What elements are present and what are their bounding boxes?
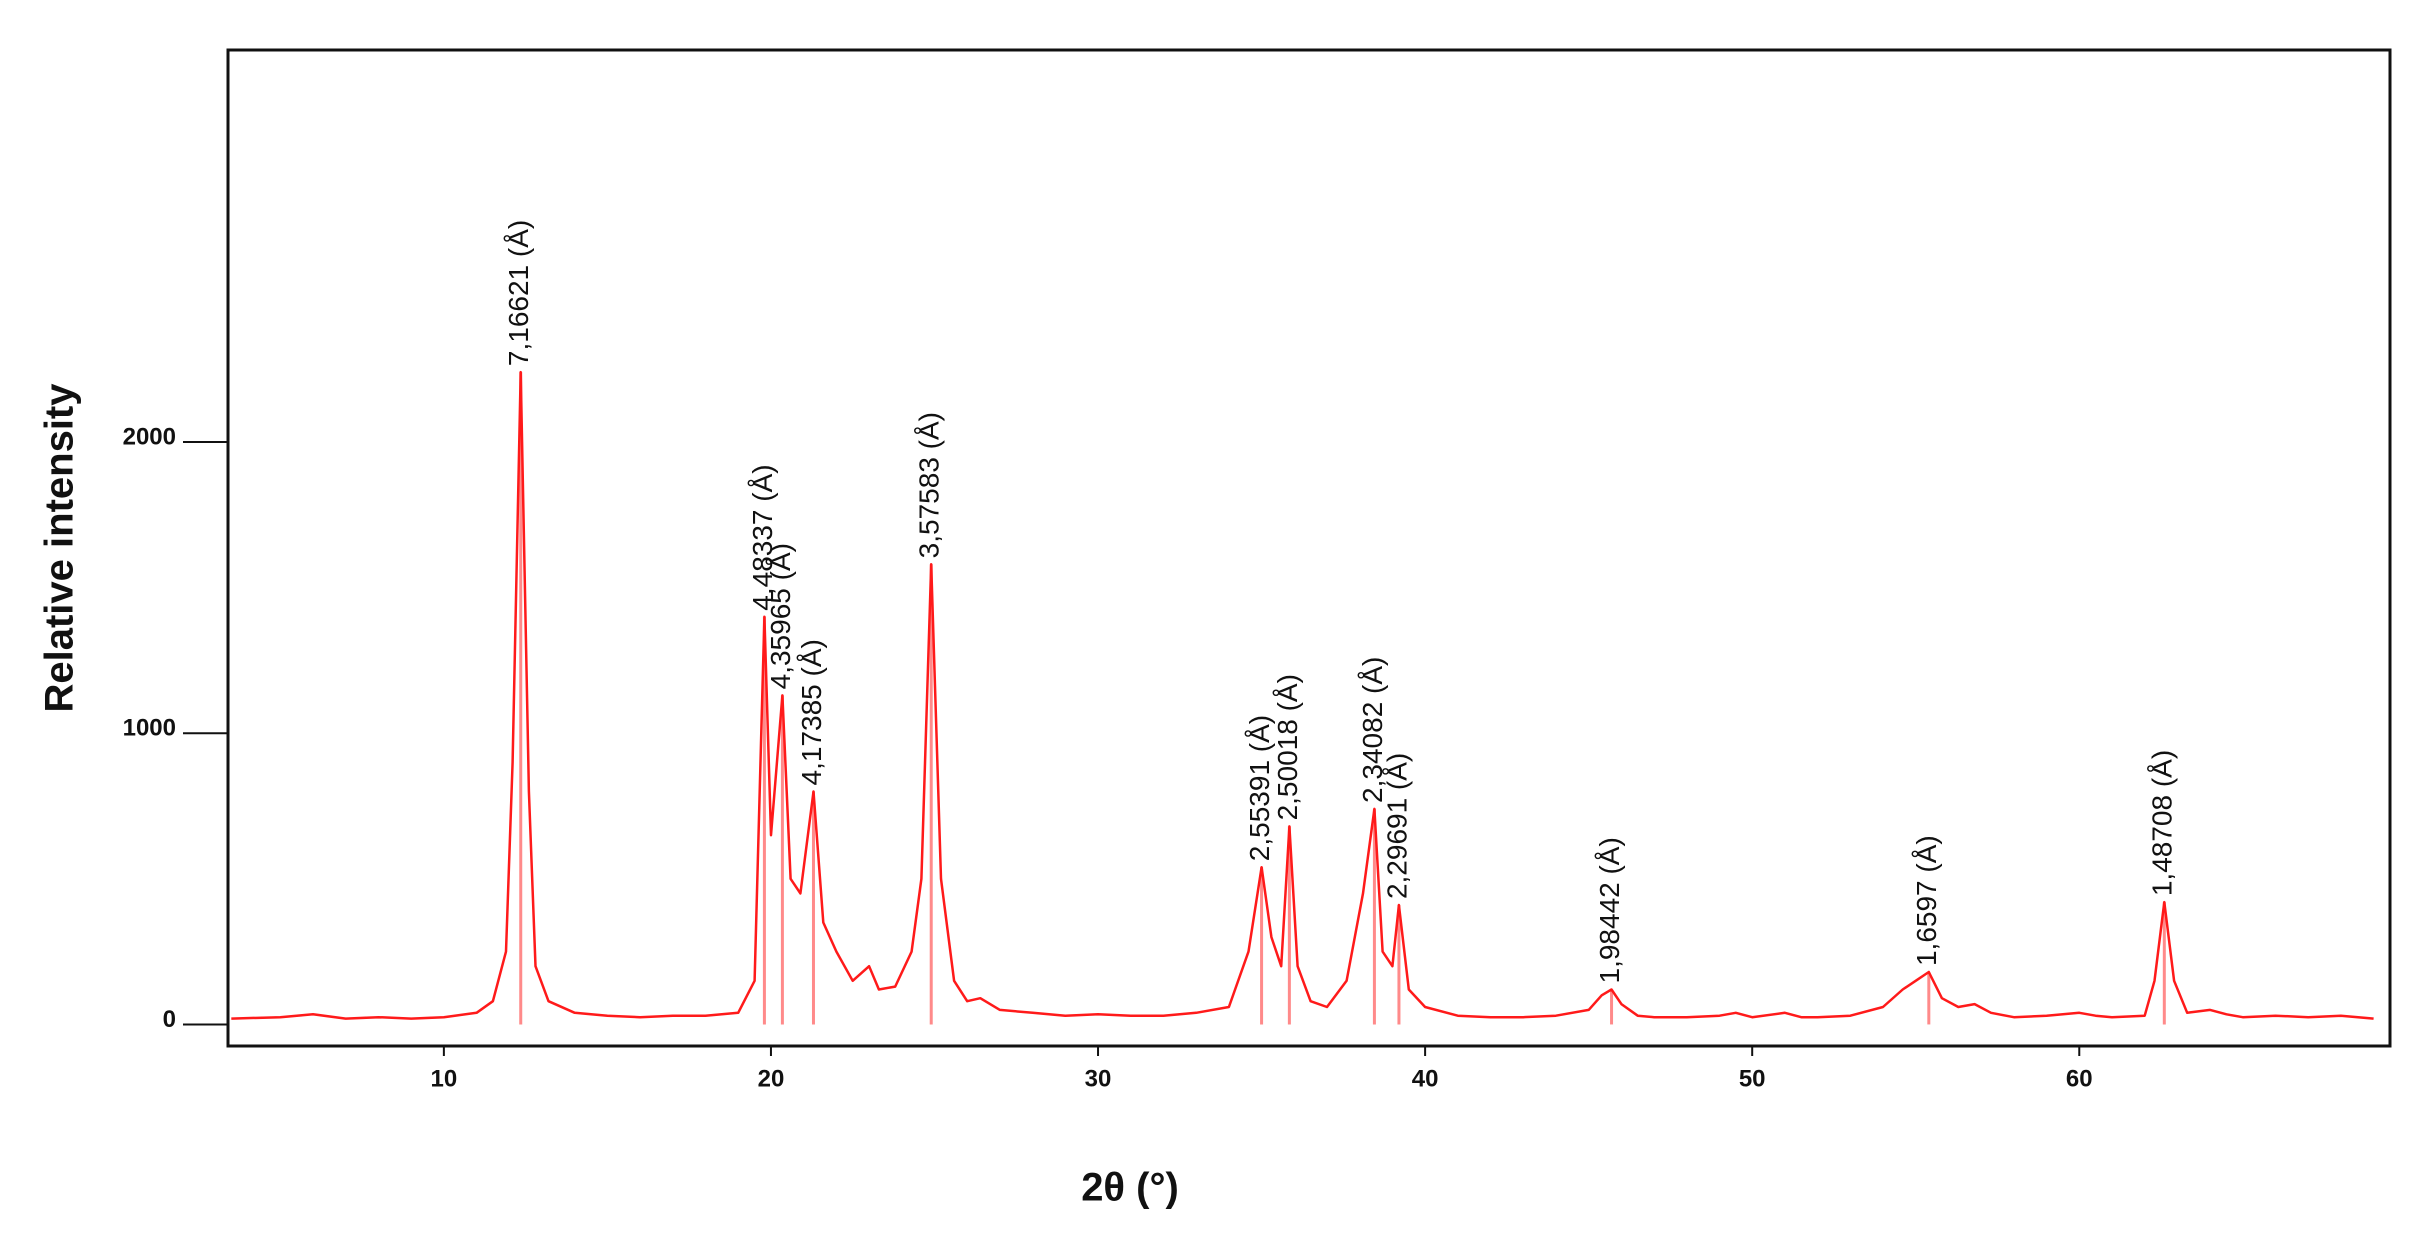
x-tick-label: 10 (431, 1065, 458, 1092)
peak-label: 2,50018 (Å) (1272, 674, 1303, 820)
peak-label: 1,98442 (Å) (1594, 837, 1625, 983)
peak-label: 2,34082 (Å) (1357, 657, 1388, 803)
data-line (231, 370, 2374, 1020)
x-axis-title: 2θ (°) (1081, 1166, 1179, 1210)
y-axis-title: Relative intensity (38, 383, 82, 713)
peak-label: 4,17385 (Å) (796, 639, 827, 785)
plot-frame (226, 48, 2392, 1048)
peak-label: 2,55391 (Å) (1244, 715, 1275, 861)
x-tick-label: 60 (2066, 1065, 2093, 1092)
x-tick-label: 30 (1085, 1065, 1112, 1092)
peak-label: 3,57583 (Å) (914, 412, 945, 558)
y-tick-label: 0 (163, 1006, 176, 1033)
peak-label: 4,48337 (Å) (747, 464, 778, 610)
peak-label: 2,29691 (Å) (1381, 753, 1412, 899)
peak-label: 7,16621 (Å) (503, 220, 534, 366)
y-tick-label: 1000 (123, 715, 176, 742)
x-tick-label: 40 (1412, 1065, 1439, 1092)
peak-label: 1,48708 (Å) (2147, 750, 2178, 896)
peak-label: 1,6597 (Å) (1911, 835, 1942, 966)
peak-label: 4,35965 (Å) (765, 543, 796, 689)
x-tick-label: 50 (1739, 1065, 1766, 1092)
x-tick-label: 20 (758, 1065, 785, 1092)
y-tick-label: 2000 (123, 423, 176, 450)
